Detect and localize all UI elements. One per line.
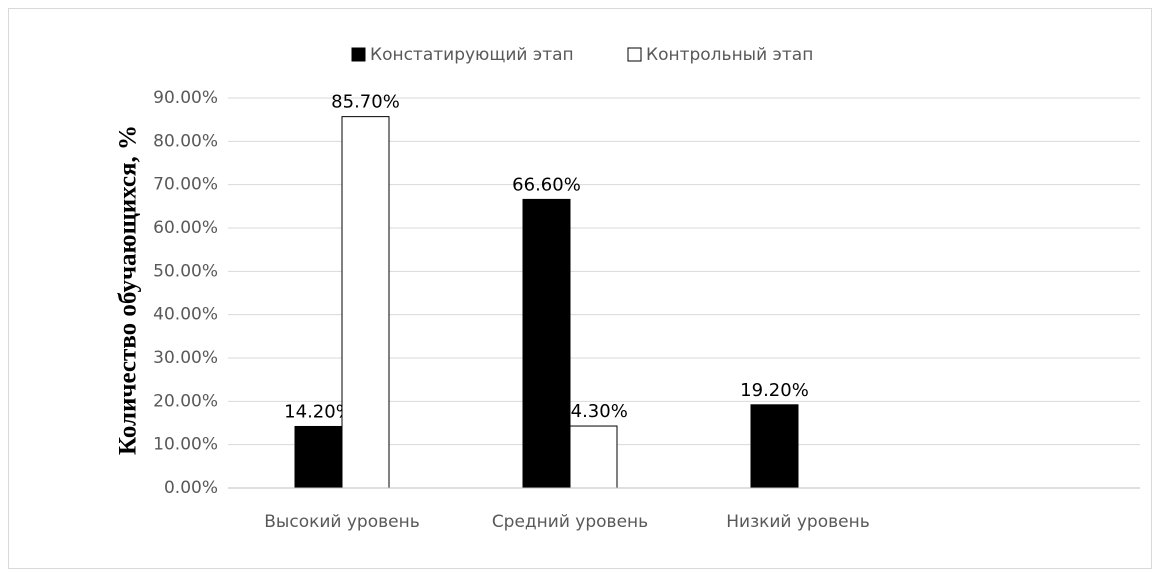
bar xyxy=(569,425,618,489)
data-label: 19.20% xyxy=(740,380,809,401)
legend-label: Контрольный этап xyxy=(646,45,813,65)
legend-swatch xyxy=(627,47,642,62)
legend-label: Констатирующий этап xyxy=(370,45,574,65)
bar xyxy=(294,425,343,489)
y-tick-label: 90.00% xyxy=(153,88,218,108)
bar xyxy=(750,404,799,489)
y-tick-label: 80.00% xyxy=(153,131,218,151)
y-axis-title: Количество обучающихся, % xyxy=(115,125,142,455)
x-tick-label: Средний уровень xyxy=(492,512,648,532)
y-tick-label: 20.00% xyxy=(153,391,218,411)
data-label: 66.60% xyxy=(512,174,581,195)
y-tick-label: 30.00% xyxy=(153,348,218,368)
x-tick-label: Низкий уровень xyxy=(726,512,870,532)
y-tick-label: 60.00% xyxy=(153,218,218,238)
bar xyxy=(522,198,571,489)
data-label: 14.30% xyxy=(559,401,628,422)
y-tick-label: 50.00% xyxy=(153,261,218,281)
bar xyxy=(341,116,390,489)
y-tick-label: 70.00% xyxy=(153,175,218,195)
legend-swatch xyxy=(351,47,366,62)
x-tick-label: Высокий уровень xyxy=(264,512,419,532)
y-tick-label: 10.00% xyxy=(153,435,218,455)
y-tick-label: 40.00% xyxy=(153,305,218,325)
data-label: 85.70% xyxy=(331,92,400,113)
y-tick-label: 0.00% xyxy=(164,478,218,498)
data-label: 14.20% xyxy=(284,401,353,422)
